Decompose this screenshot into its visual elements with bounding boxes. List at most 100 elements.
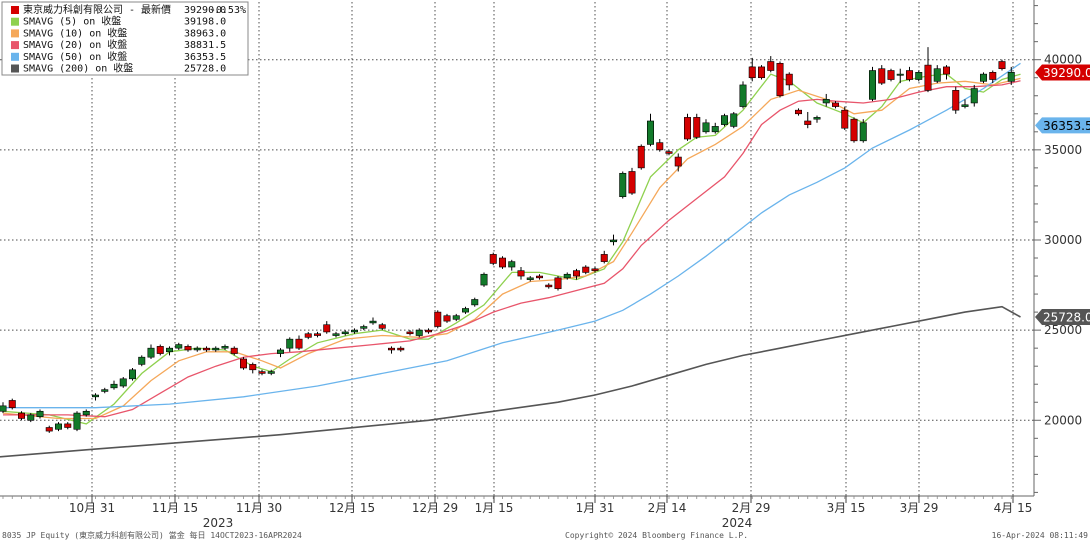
value-badge: 36353.5 bbox=[1035, 117, 1090, 134]
candle-body bbox=[915, 72, 923, 80]
candle-body bbox=[221, 346, 229, 349]
candle bbox=[397, 346, 405, 352]
legend-value: 25728.0 bbox=[184, 64, 226, 75]
candle bbox=[702, 119, 710, 134]
badge-label: 39290.0 bbox=[1043, 66, 1090, 80]
candle bbox=[212, 346, 220, 352]
candle-body bbox=[138, 356, 146, 365]
candle-body bbox=[609, 239, 617, 243]
candle bbox=[166, 346, 174, 356]
candle-body bbox=[323, 324, 331, 333]
candle-body bbox=[924, 64, 932, 91]
candle-body bbox=[979, 73, 987, 82]
candle-body bbox=[591, 268, 599, 271]
candle bbox=[82, 409, 90, 417]
candle-body bbox=[8, 400, 16, 408]
candle-body bbox=[600, 254, 608, 262]
candle bbox=[54, 422, 62, 432]
y-tick-label: 40000 bbox=[1044, 53, 1082, 67]
candle-body bbox=[572, 270, 580, 277]
candle-body bbox=[702, 122, 710, 133]
candle bbox=[545, 283, 553, 289]
candle-body bbox=[619, 172, 627, 198]
legend-name: SMAVG (200) on 收盤 bbox=[23, 62, 133, 75]
candle-body bbox=[110, 383, 118, 389]
candle-body bbox=[804, 120, 812, 125]
candle-body bbox=[406, 331, 414, 335]
y-tick-label: 25000 bbox=[1044, 323, 1082, 337]
candle-body bbox=[656, 142, 664, 151]
candle-body bbox=[443, 315, 451, 322]
candle-body bbox=[276, 349, 284, 354]
candle-body bbox=[711, 126, 719, 133]
x-tick-label: 12月 29 bbox=[412, 501, 458, 515]
candle bbox=[683, 113, 691, 141]
candle-body bbox=[998, 61, 1006, 70]
candle-body bbox=[332, 333, 340, 336]
candle-body bbox=[508, 261, 516, 268]
candle bbox=[73, 411, 81, 432]
candle-body bbox=[517, 270, 525, 277]
candle bbox=[119, 377, 127, 388]
candle bbox=[767, 56, 775, 73]
candle bbox=[831, 101, 839, 109]
footer-source: 8035 JP Equity (東京威力科創有限公司) 當金 每日 14OCT2… bbox=[2, 530, 302, 540]
candle bbox=[748, 57, 756, 82]
candle bbox=[323, 321, 331, 334]
candle-body bbox=[184, 346, 192, 351]
candle-body bbox=[101, 389, 109, 392]
candle bbox=[609, 234, 617, 246]
year-label: 2023 bbox=[203, 516, 234, 530]
candle-body bbox=[859, 122, 867, 142]
candle bbox=[785, 72, 793, 91]
candle-body bbox=[73, 412, 81, 430]
candle bbox=[628, 167, 636, 195]
y-tick-label: 30000 bbox=[1044, 233, 1082, 247]
candle bbox=[508, 259, 516, 271]
candle bbox=[665, 149, 673, 156]
legend-swatch bbox=[11, 64, 19, 73]
candle bbox=[36, 409, 44, 419]
candle bbox=[720, 113, 728, 127]
candle-body bbox=[850, 118, 858, 142]
legend-swatch bbox=[11, 52, 19, 61]
candle bbox=[313, 331, 321, 338]
candle bbox=[471, 297, 479, 307]
candle-body bbox=[258, 371, 266, 374]
candle bbox=[387, 346, 395, 354]
legend-name: SMAVG (20) on 收盤 bbox=[23, 38, 127, 51]
candle bbox=[461, 306, 469, 314]
candle bbox=[8, 398, 16, 410]
candle bbox=[878, 65, 886, 85]
x-tick-label: 3月 15 bbox=[827, 501, 866, 515]
candle bbox=[813, 115, 821, 123]
legend-entry: 東京威力科創有限公司 - 最新價 39290.0-0.53% bbox=[11, 3, 246, 16]
legend-box bbox=[1, 1, 249, 76]
candle bbox=[804, 111, 812, 129]
legend-value: 38831.5 bbox=[184, 40, 226, 51]
candle bbox=[970, 84, 978, 107]
candle-body bbox=[757, 66, 765, 79]
value-badge: 39290.0 bbox=[1035, 64, 1090, 81]
candle-body bbox=[535, 275, 543, 279]
candle-body bbox=[36, 410, 44, 417]
candle-body bbox=[240, 358, 248, 369]
legend-swatch bbox=[11, 41, 19, 50]
candle-body bbox=[129, 369, 137, 380]
candle bbox=[656, 139, 664, 152]
candle-body bbox=[489, 254, 497, 264]
candle-body bbox=[313, 333, 321, 336]
candle-body bbox=[45, 427, 53, 432]
candle-body bbox=[471, 299, 479, 306]
candle-body bbox=[665, 151, 673, 154]
x-tick-label: 11月 30 bbox=[236, 501, 282, 515]
candle bbox=[452, 313, 460, 322]
x-tick-label: 1月 31 bbox=[576, 501, 615, 515]
candle bbox=[267, 369, 275, 376]
footer-copyright: Copyright© 2024 Bloomberg Finance L.P. bbox=[565, 531, 748, 540]
candle bbox=[424, 328, 432, 334]
candle bbox=[517, 267, 525, 280]
x-tick-label: 12月 15 bbox=[329, 501, 375, 515]
value-badges: 39290.0 36353.5 25728.0 bbox=[1035, 64, 1090, 326]
